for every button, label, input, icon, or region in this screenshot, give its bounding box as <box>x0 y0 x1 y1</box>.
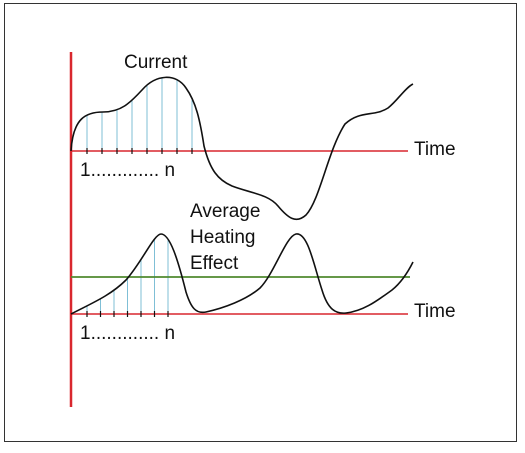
bottom-sample-ticks <box>86 311 169 317</box>
diagram-frame <box>4 3 517 442</box>
current-label: Current <box>124 52 188 73</box>
bottom-time-label: Time <box>414 301 456 322</box>
bottom-sample-range-label: 1............. n <box>80 323 175 344</box>
top-panel: Current Time 1............. n <box>70 52 456 221</box>
top-sample-ticks <box>86 148 193 154</box>
top-sample-range-label: 1............. n <box>80 160 175 181</box>
bottom-panel: Average Heating Effect Time 1...........… <box>70 201 456 344</box>
top-time-label: Time <box>414 139 456 160</box>
heating-effect-curve <box>70 233 414 315</box>
top-sample-lines <box>86 77 193 151</box>
average-heating-effect-label: Average Heating Effect <box>190 201 266 274</box>
average-heating-effect-line-3: Effect <box>190 253 239 274</box>
average-heating-effect-line-1: Average <box>190 201 260 222</box>
average-heating-effect-line-2: Heating <box>190 227 256 248</box>
current-curve <box>70 76 414 221</box>
